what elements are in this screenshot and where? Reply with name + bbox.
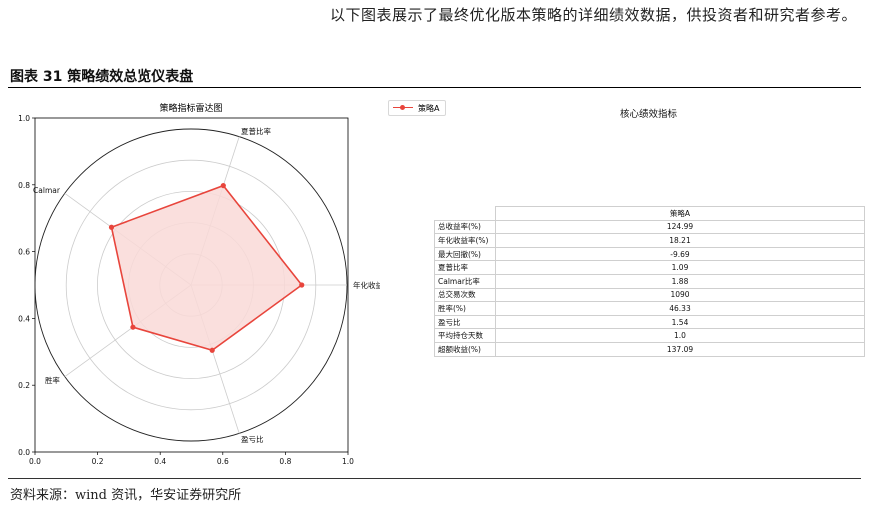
x-tick-label: 1.0: [342, 457, 354, 466]
radar-point: [299, 282, 305, 288]
table-header-row: 策略A: [434, 206, 865, 221]
chart-legend: 策略A: [388, 100, 447, 116]
table-row: 超额收益(%) 137.09: [434, 341, 865, 357]
legend-label: 策略A: [418, 103, 440, 113]
radar-point: [209, 347, 215, 353]
metrics-table: 策略A 总收益率(%) 124.99 年化收益率(%) 18.21 最大回撤(%) -…: [434, 206, 865, 357]
table-row: 总交易次数 1090: [434, 287, 865, 303]
intro-text: 以下图表展示了最终优化版本策略的详细绩效数据，供投资者和研究者参考。: [329, 6, 857, 24]
radar-series-area: [110, 184, 303, 352]
row-value: 1.54: [495, 314, 865, 330]
x-tick-label: 0.8: [279, 457, 291, 466]
row-value: 1.09: [495, 260, 865, 275]
y-tick-label: 1.0: [18, 114, 30, 123]
table-row: 夏普比率 1.09: [434, 260, 865, 275]
radar-frame-ticks: 0.0 0.2 0.4 0.6 0.8 1.0 0.0 0.2 0.4 0.6 0.8 1.0: [18, 114, 354, 466]
y-tick-label: 0.0: [18, 448, 30, 457]
legend-line-marker-icon: [393, 104, 413, 112]
table-title: 核心绩效指标: [620, 109, 678, 120]
radar-point: [130, 324, 136, 330]
radar-axis-label: 夏普比率: [241, 126, 271, 136]
row-label: 胜率(%): [434, 301, 496, 316]
radar-axis-label: 胜率: [45, 375, 60, 385]
radar-point: [108, 224, 115, 230]
source-note: 资料来源：wind 资讯，华安证券研究所: [10, 488, 242, 503]
x-tick-label: 0.0: [29, 457, 41, 466]
row-value: 137.09: [495, 341, 865, 357]
table-row: 盈亏比 1.54: [434, 314, 865, 330]
row-value: -9.69: [495, 246, 865, 262]
table-corner-cell: [434, 206, 496, 221]
table-row: 平均持仓天数 1.0: [434, 328, 865, 343]
y-tick-label: 0.4: [18, 314, 30, 323]
radar-axis-label: 盈亏比: [241, 434, 264, 444]
figure-title: 图表 31 策略绩效总览仪表盘: [10, 69, 194, 85]
table-row: 最大回撤(%) -9.69: [434, 246, 865, 262]
row-value: 1090: [495, 287, 865, 303]
x-tick-label: 0.2: [92, 457, 104, 466]
row-label: 总收益率(%): [434, 219, 496, 235]
row-label: 夏普比率: [434, 260, 496, 275]
row-label: Calmar比率: [434, 273, 496, 289]
row-value: 46.33: [495, 301, 865, 316]
table-row: 胜率(%) 46.33: [434, 301, 865, 316]
radar-axis-label: Calmar: [33, 186, 61, 195]
radar-axis-label: 年化收益: [353, 280, 380, 290]
row-label: 总交易次数: [434, 287, 496, 303]
bottom-rule: [8, 478, 861, 479]
row-value: 124.99: [495, 219, 865, 235]
table-row: 年化收益率(%) 18.21: [434, 233, 865, 248]
table-row: 总收益率(%) 124.99: [434, 219, 865, 235]
x-tick-label: 0.4: [154, 457, 166, 466]
row-label: 平均持仓天数: [434, 328, 496, 343]
radar-point: [220, 182, 226, 189]
x-tick-label: 0.6: [217, 457, 229, 466]
row-value: 1.88: [495, 273, 865, 289]
y-tick-label: 0.2: [18, 381, 30, 390]
table-row: Calmar比率 1.88: [434, 273, 865, 289]
row-label: 超额收益(%): [434, 341, 496, 357]
radar-series: [108, 182, 305, 353]
row-label: 盈亏比: [434, 314, 496, 330]
row-value: 18.21: [495, 233, 865, 248]
radar-title: 策略指标雷达图: [159, 102, 222, 114]
y-tick-label: 0.8: [18, 181, 30, 190]
top-rule: [8, 87, 861, 88]
row-label: 最大回撤(%): [434, 246, 496, 262]
row-value: 1.0: [495, 328, 865, 343]
column-header: 策略A: [495, 206, 865, 221]
y-tick-label: 0.6: [18, 248, 30, 257]
row-label: 年化收益率(%): [434, 233, 496, 248]
